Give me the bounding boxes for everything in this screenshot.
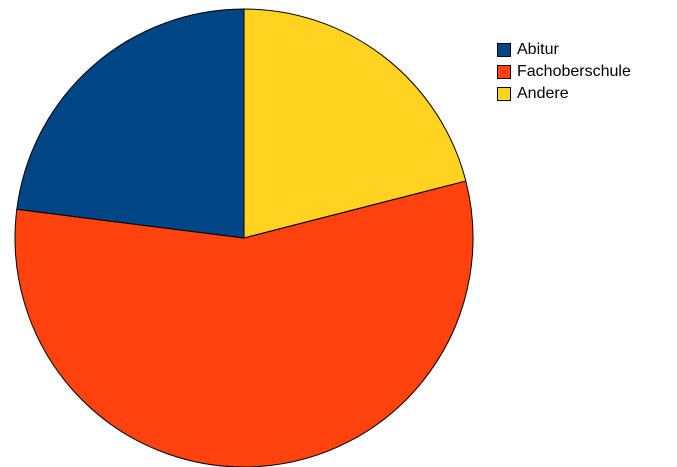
legend-label-abitur: Abitur bbox=[517, 41, 559, 58]
pie-slice-andere bbox=[243, 8, 467, 239]
legend-swatch-fachoberschule bbox=[497, 65, 511, 79]
pie-slice-abitur bbox=[16, 8, 245, 239]
legend-label-andere: Andere bbox=[517, 85, 569, 102]
legend-item-fachoberschule: Fachoberschule bbox=[497, 62, 631, 82]
legend-label-fachoberschule: Fachoberschule bbox=[517, 63, 631, 80]
legend-swatch-andere bbox=[497, 87, 511, 101]
chart-legend: Abitur Fachoberschule Andere bbox=[497, 40, 631, 106]
legend-swatch-abitur bbox=[497, 43, 511, 57]
legend-item-abitur: Abitur bbox=[497, 40, 631, 60]
legend-item-andere: Andere bbox=[497, 84, 631, 104]
